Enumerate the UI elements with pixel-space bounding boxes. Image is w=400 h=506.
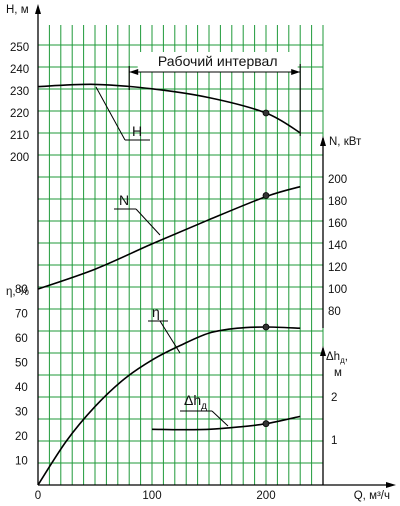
series-label-eta: η [152,304,160,320]
series-point-H [262,109,270,117]
tick-label-n: 180 [328,196,347,208]
y-axis-n-arrow [320,136,326,146]
tick-label-n: 100 [328,284,347,296]
tick-label-dh: 1 [331,435,337,447]
axis-label-eta: η, % [6,286,29,298]
axis-label-dh-unit: м [334,367,342,379]
tick-label-eta: 40 [15,382,28,394]
tick-label-n: 80 [328,306,341,318]
chart-axes [35,4,396,488]
annotation-arrow-left [129,69,139,75]
axis-label-h: Н, м [6,4,29,16]
annotation-arrow-right [291,69,301,75]
tick-label-n: 120 [328,262,347,274]
y-axis-arrow [35,4,41,14]
series-point-eta [262,323,270,331]
annotation-bg [137,52,298,72]
series-point-N [262,192,270,199]
tick-label-eta: 60 [15,333,28,345]
axis-label-dh: Δhд, [326,351,348,365]
chart-curves [37,83,301,486]
series-label-h: Н [132,123,142,139]
series-line-H [37,83,301,134]
axis-label-n: N, кВт [329,136,362,148]
series-line-dh [151,415,301,431]
chart-grid [37,25,324,486]
leader-h [95,86,126,141]
tick-label-h: 210 [10,130,29,142]
tick-label-q: 200 [256,490,275,502]
series-line-N [37,185,301,290]
tick-label-h: 240 [10,64,29,76]
tick-label-eta: 20 [15,431,28,443]
tick-label-n: 160 [328,218,347,230]
tick-label-h: 200 [10,152,29,164]
leader-dh [211,410,229,427]
tick-label-h: 220 [10,108,29,120]
annotation-text: Рабочий интервал [158,53,278,69]
tick-label-q: 0 [35,490,41,502]
tick-label-eta: 10 [15,456,28,468]
chart-labels: 2002102202302402501020304050607080801001… [6,4,390,502]
y-axis-dh-arrow [320,346,326,356]
series-point-dh [262,420,270,428]
tick-label-eta: 50 [15,358,28,370]
series-label-n: N [119,192,129,208]
tick-label-eta: 30 [15,407,28,419]
axis-label-q: Q, м³/ч [354,490,390,502]
tick-label-q: 100 [142,490,161,502]
tick-label-eta: 70 [15,309,28,321]
tick-label-h: 250 [10,42,29,54]
tick-label-n: 200 [328,174,347,186]
tick-label-n: 140 [328,240,347,252]
series-label-dh: Δhд [184,392,207,412]
series-line-eta [37,326,301,486]
leader-n [135,208,161,236]
leader-eta [159,320,181,354]
x-axis-arrow [386,482,396,488]
tick-label-h: 230 [10,86,29,98]
tick-label-eta: 80 [15,284,28,296]
tick-label-dh: 2 [331,392,337,404]
